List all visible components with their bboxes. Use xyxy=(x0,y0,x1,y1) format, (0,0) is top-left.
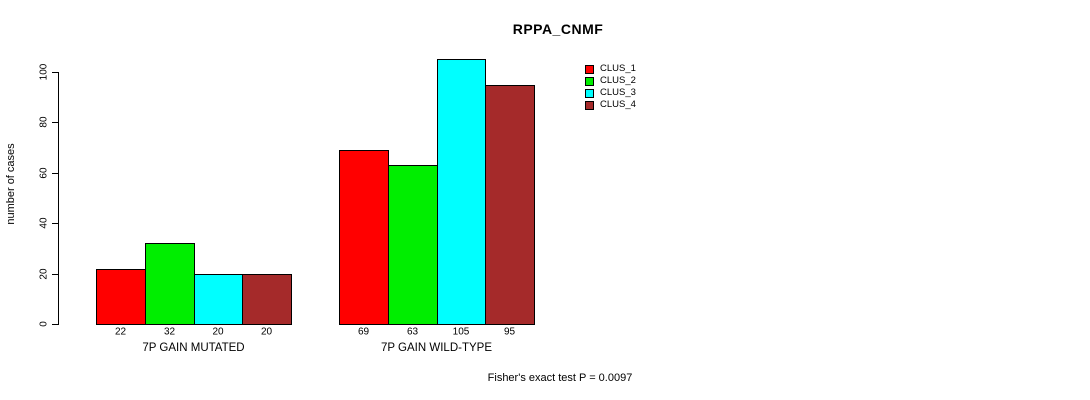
y-axis-line xyxy=(58,72,59,325)
bar xyxy=(437,59,486,325)
y-tick xyxy=(52,172,58,174)
bar-value-label: 22 xyxy=(114,326,127,338)
legend-label: CLUS_2 xyxy=(600,75,636,86)
y-tick-label: 80 xyxy=(38,116,50,128)
y-tick xyxy=(52,273,58,275)
y-tick xyxy=(52,122,58,124)
bar-value-label: 105 xyxy=(452,326,470,338)
legend-item: CLUS_3 xyxy=(585,87,636,99)
legend-swatch xyxy=(585,100,594,110)
y-tick-label: 60 xyxy=(38,167,50,179)
y-tick xyxy=(52,324,58,325)
bar xyxy=(242,274,292,325)
chart-title: RPPA_CNMF xyxy=(512,21,604,37)
bar-value-label: 20 xyxy=(260,326,273,338)
bar xyxy=(96,269,146,325)
bar xyxy=(194,274,243,325)
legend-label: CLUS_1 xyxy=(600,63,636,74)
bar xyxy=(339,150,389,325)
y-axis-label: number of cases xyxy=(5,143,17,225)
y-tick-label: 40 xyxy=(38,217,50,229)
bar xyxy=(388,165,438,325)
legend-swatch xyxy=(585,88,594,98)
legend: CLUS_1 CLUS_2 CLUS_3 CLUS_4 xyxy=(585,63,636,111)
legend-label: CLUS_3 xyxy=(600,87,636,98)
y-tick-label: 20 xyxy=(38,268,50,280)
legend-swatch xyxy=(585,76,594,86)
y-tick-label: 0 xyxy=(38,321,50,327)
bar xyxy=(145,243,195,325)
bar-value-label: 69 xyxy=(357,326,370,338)
legend-item: CLUS_2 xyxy=(585,75,636,87)
legend-label: CLUS_4 xyxy=(600,99,636,110)
legend-swatch xyxy=(585,64,594,74)
bar-value-label: 63 xyxy=(406,326,419,338)
y-tick xyxy=(52,72,58,73)
annotation-text: Fisher's exact test P = 0.0097 xyxy=(487,372,633,384)
legend-item: CLUS_4 xyxy=(585,99,636,111)
bar xyxy=(485,85,535,325)
bar-value-label: 20 xyxy=(212,326,224,338)
y-tick-label: 100 xyxy=(38,63,50,81)
group-label: 7P GAIN MUTATED xyxy=(142,342,245,354)
bar-value-label: 95 xyxy=(503,326,516,338)
group-label: 7P GAIN WILD-TYPE xyxy=(381,342,492,354)
y-tick xyxy=(52,223,58,225)
legend-item: CLUS_1 xyxy=(585,63,636,75)
bar-value-label: 32 xyxy=(163,326,176,338)
